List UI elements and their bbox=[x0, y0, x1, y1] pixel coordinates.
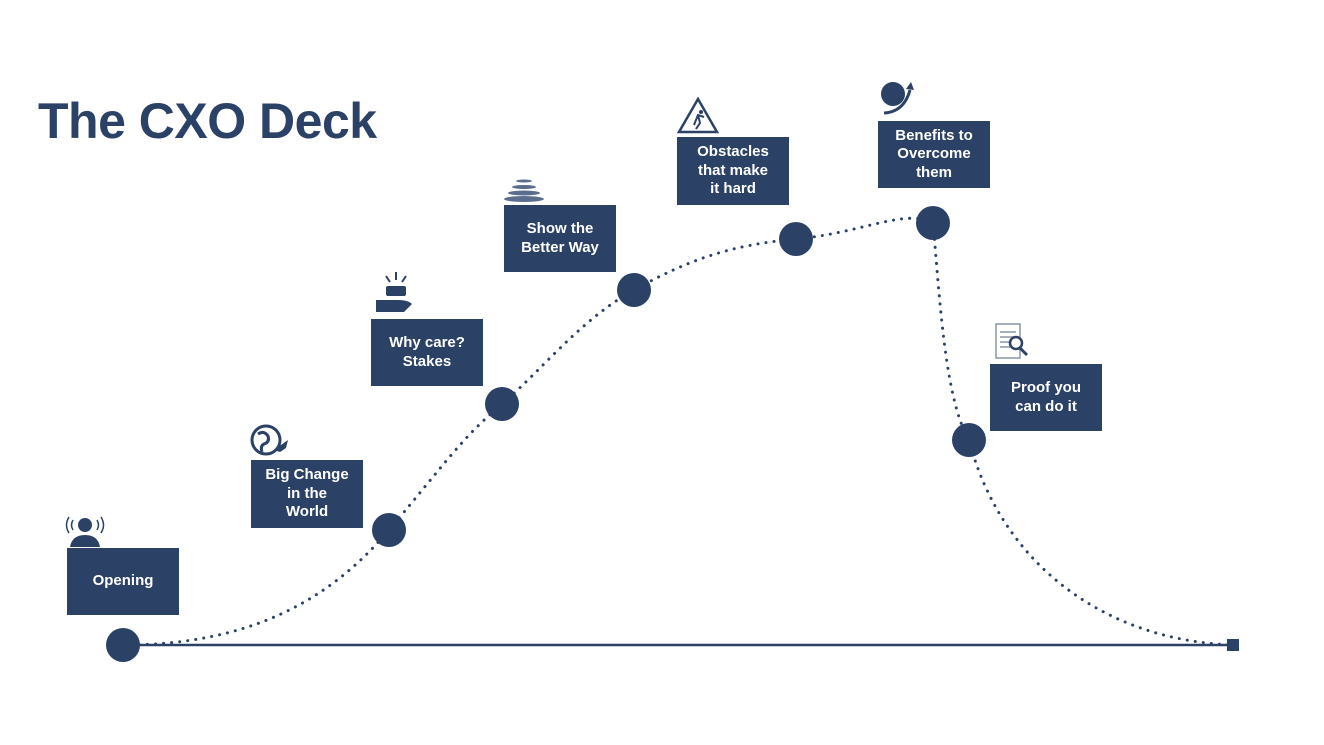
baseline-end-marker bbox=[1227, 639, 1239, 651]
warning-sign-icon bbox=[676, 96, 720, 134]
page-title: The CXO Deck bbox=[38, 93, 377, 149]
stage-dot-big-change bbox=[372, 513, 406, 547]
globe-arrow-icon bbox=[250, 424, 288, 456]
stage-dot-opening bbox=[106, 628, 140, 662]
stage-why-care: Why care? Stakes bbox=[371, 319, 483, 386]
stage-benefits: Benefits to Overcome them bbox=[878, 121, 990, 188]
stage-better-way: Show the Better Way bbox=[504, 205, 616, 272]
stage-dot-obstacles bbox=[779, 222, 813, 256]
stage-obstacles: Obstacles that make it hard bbox=[677, 137, 789, 205]
document-magnifier-icon bbox=[995, 323, 1029, 359]
ball-with-arrow-icon bbox=[881, 82, 914, 115]
hand-with-money-icon bbox=[376, 272, 412, 312]
stage-proof: Proof you can do it bbox=[990, 364, 1102, 431]
stage-dot-benefits bbox=[916, 206, 950, 240]
story-arc-curve bbox=[121, 216, 1235, 647]
stage-opening: Opening bbox=[67, 548, 179, 615]
stage-dot-proof bbox=[952, 423, 986, 457]
speaking-person-icon bbox=[65, 516, 105, 547]
stage-dot-why-care bbox=[485, 387, 519, 421]
perspective-grid-icon bbox=[504, 179, 544, 202]
stage-big-change: Big Change in the World bbox=[251, 460, 363, 528]
stage-dot-better-way bbox=[617, 273, 651, 307]
